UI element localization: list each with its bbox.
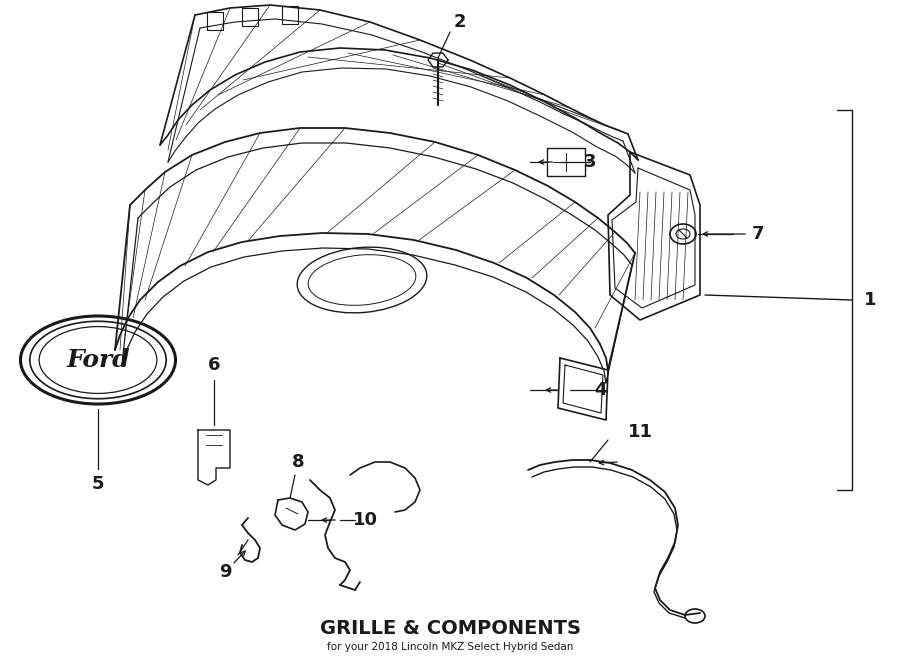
Text: 11: 11 [627,423,652,441]
Text: 8: 8 [292,453,304,471]
Text: 6: 6 [208,356,220,374]
Text: Ford: Ford [67,348,130,372]
Text: 3: 3 [584,153,596,171]
Text: 10: 10 [353,511,377,529]
Text: 9: 9 [219,563,231,581]
Text: 2: 2 [454,13,466,31]
Text: for your 2018 Lincoln MKZ Select Hybrid Sedan: for your 2018 Lincoln MKZ Select Hybrid … [327,642,573,652]
Text: 4: 4 [594,381,607,399]
Text: 1: 1 [864,291,877,309]
Text: 7: 7 [752,225,764,243]
Text: GRILLE & COMPONENTS: GRILLE & COMPONENTS [320,619,580,638]
Text: 5: 5 [92,475,104,493]
